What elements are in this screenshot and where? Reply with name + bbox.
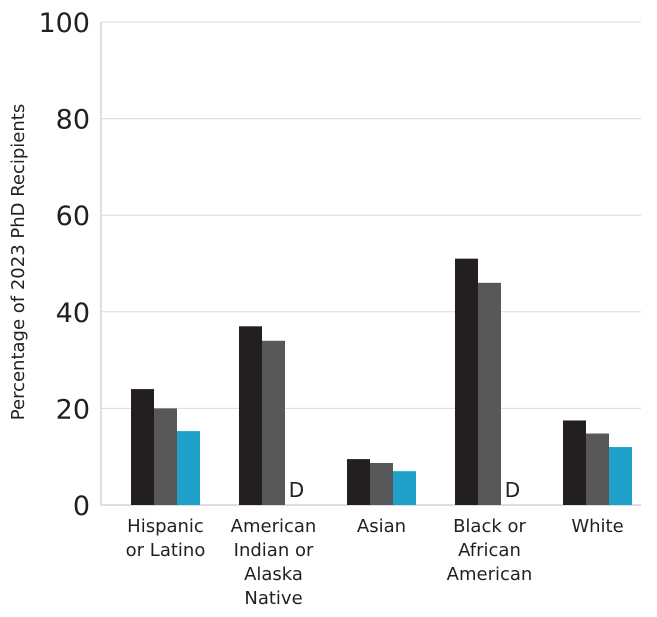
bar: [455, 258, 478, 505]
bar: [586, 433, 609, 505]
category-label: Hispanic or Latino: [126, 516, 206, 561]
category-label-line: Black or: [453, 516, 526, 537]
bar: [239, 326, 262, 505]
y-tick-label: 40: [56, 298, 90, 329]
bar: [154, 408, 177, 505]
y-axis-label: Percentage of 2023 PhD Recipients: [8, 104, 29, 420]
bar: [177, 431, 200, 505]
category-label-line: American: [231, 516, 317, 537]
y-tick-label: 100: [38, 8, 90, 39]
gridlines: [101, 21, 641, 409]
bar: [393, 471, 416, 505]
category-label: White: [571, 516, 623, 537]
bar: [478, 282, 501, 505]
category-labels: Hispanic or Latino American Indian or Alaska…: [126, 516, 624, 609]
y-tick-labels: 0 20 40 60 80 100: [38, 8, 90, 522]
category-label-line: Asian: [357, 516, 406, 537]
category-label-line: American: [447, 564, 533, 585]
category-label-line: African: [458, 540, 521, 561]
category-label-line: Alaska: [244, 564, 303, 585]
suppressed-data-marker: D: [289, 478, 304, 502]
bar: [347, 459, 370, 505]
y-tick-label: 60: [56, 201, 90, 232]
suppressed-data-marker: D: [505, 478, 520, 502]
bar: [131, 389, 154, 505]
bar: [262, 340, 285, 505]
category-label-line: or Latino: [126, 540, 206, 561]
bar: [609, 447, 632, 505]
category-label-line: Native: [244, 588, 302, 609]
y-tick-label: 80: [56, 105, 90, 136]
category-label-line: Indian or: [234, 540, 314, 561]
category-label-line: White: [571, 516, 623, 537]
category-label: Black or African American: [447, 516, 533, 585]
category-label: American Indian or Alaska Native: [231, 516, 317, 609]
category-label-line: Hispanic: [127, 516, 204, 537]
bar: [563, 420, 586, 505]
category-label: Asian: [357, 516, 406, 537]
y-tick-label: 20: [56, 394, 90, 425]
y-tick-label: 0: [73, 491, 90, 522]
bar: [370, 462, 393, 505]
